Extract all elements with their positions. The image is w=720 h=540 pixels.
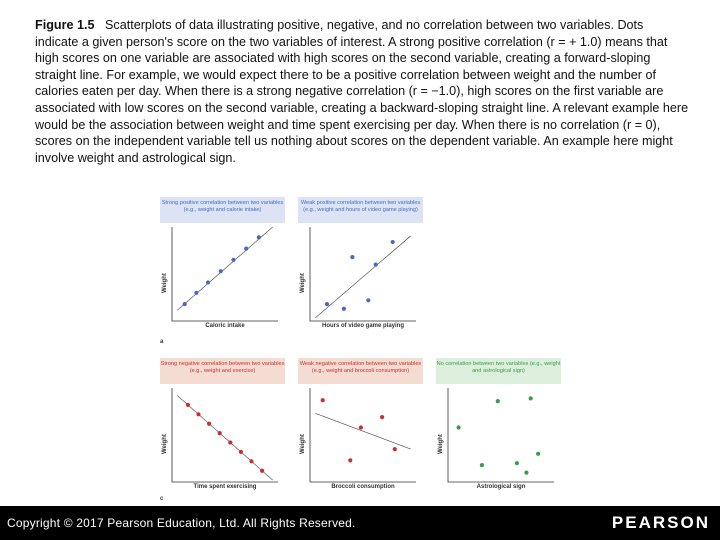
panel-header-bg <box>298 358 423 384</box>
axes <box>309 227 416 322</box>
data-point <box>373 262 378 267</box>
data-point <box>524 470 529 475</box>
panel-header-bg <box>436 358 561 384</box>
y-axis-label: Weight <box>162 434 168 454</box>
data-point <box>536 451 541 456</box>
panel-title: Strong negative correlation between two … <box>160 361 285 374</box>
scatter-panel-strong-positive: Strong positive correlation between two … <box>160 197 285 332</box>
axes <box>309 388 416 483</box>
scatter-panel-no-correlation: No correlation between two variables (e.… <box>436 358 561 493</box>
scatter-plot-4 <box>436 358 561 483</box>
data-point <box>341 306 347 311</box>
data-point <box>260 468 265 473</box>
data-point <box>196 412 201 417</box>
figure-label: Figure 1.5 <box>35 18 95 32</box>
copyright-text: Copyright © 2017 Pearson Education, Ltd.… <box>7 516 356 530</box>
data-point <box>528 396 533 401</box>
data-point <box>350 254 355 260</box>
panel-header-bg <box>160 358 285 384</box>
data-point <box>217 431 222 436</box>
data-point <box>320 398 325 403</box>
y-axis-label: Weight <box>300 434 306 454</box>
scatter-plot-0 <box>160 197 285 322</box>
data-point <box>238 449 243 455</box>
data-point <box>194 290 199 295</box>
data-point <box>495 399 500 404</box>
y-axis-label: Weight <box>162 273 168 293</box>
panel-title: Weak positive correlation between two va… <box>300 200 421 213</box>
data-point <box>456 425 461 430</box>
data-point <box>348 458 353 463</box>
data-point <box>205 280 211 285</box>
axes <box>447 388 554 483</box>
x-axis-label: Time spent exercising <box>193 484 257 490</box>
pearson-logo: PEARSON <box>611 513 710 532</box>
data-point <box>231 257 236 262</box>
data-point <box>514 461 519 466</box>
y-axis-label: Weight <box>438 434 444 454</box>
data-point <box>479 462 485 468</box>
data-point <box>256 235 262 240</box>
y-axis-label: Weight <box>300 273 306 293</box>
figure-caption: Figure 1.5 Scatterplots of data illustra… <box>35 17 690 166</box>
axes <box>171 388 278 483</box>
data-point <box>207 421 212 426</box>
data-point <box>249 459 254 464</box>
data-point <box>392 447 397 452</box>
data-point <box>185 402 190 408</box>
x-axis-label: Hours of video game playing <box>321 323 404 329</box>
data-point <box>228 440 233 445</box>
x-axis-label: Broccoli consumption <box>331 484 395 490</box>
scatter-panel-weak-negative: Weak negative correlation between two va… <box>298 358 423 493</box>
x-axis-label: Astrological sign <box>476 484 526 490</box>
data-point <box>366 298 371 303</box>
footer-bar: Copyright © 2017 Pearson Education, Ltd.… <box>0 506 720 540</box>
data-point <box>324 301 330 307</box>
axes <box>171 227 278 322</box>
subfigure-label-c: c <box>160 496 164 502</box>
subfigure-label-a: a <box>160 339 164 345</box>
scatter-plot-2 <box>160 358 285 483</box>
scatter-panel-strong-negative: Strong negative correlation between two … <box>160 358 285 493</box>
data-point <box>182 301 187 307</box>
panel-header-bg <box>298 197 423 223</box>
scatter-panel-weak-positive: Weak positive correlation between two va… <box>298 197 423 332</box>
x-axis-label: Caloric intake <box>205 323 245 329</box>
data-point <box>379 415 385 420</box>
trend-line <box>315 412 411 450</box>
data-point <box>358 425 363 430</box>
trend-line <box>177 395 273 481</box>
caption-text: Scatterplots of data illustrating positi… <box>35 18 689 165</box>
data-point <box>390 239 395 245</box>
panel-header-bg <box>160 197 285 223</box>
trend-line <box>177 226 273 311</box>
data-point <box>244 246 249 251</box>
data-point <box>218 269 223 274</box>
panel-title: Strong positive correlation between two … <box>161 200 284 213</box>
scatter-plot-1 <box>298 197 423 322</box>
panel-title: No correlation between two variables (e.… <box>436 361 561 374</box>
scatter-plot-3 <box>298 358 423 483</box>
panel-title: Weak negative correlation between two va… <box>299 361 422 374</box>
trend-line <box>315 235 411 319</box>
